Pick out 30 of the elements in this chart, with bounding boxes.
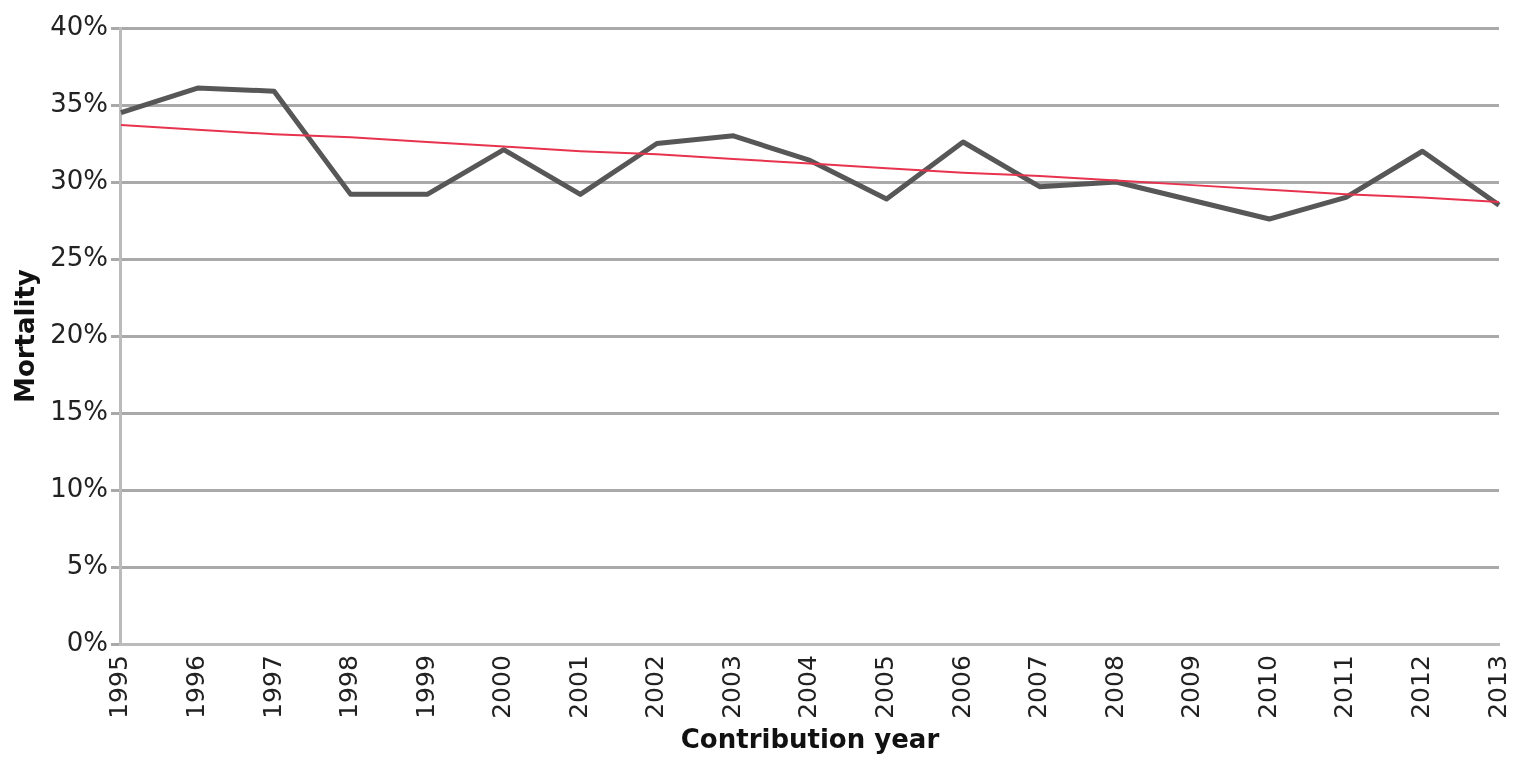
x-tick-label: 2008 <box>1099 655 1129 719</box>
x-tick-label: 1999 <box>410 655 440 719</box>
x-tick-label: 1996 <box>181 655 211 719</box>
x-tick-label: 2003 <box>716 655 746 719</box>
y-tick-label: 20% <box>50 318 108 349</box>
x-tick-label: 2010 <box>1252 655 1282 719</box>
y-axis-title: Mortality <box>10 269 41 403</box>
x-tick-label: 2011 <box>1329 655 1359 719</box>
y-tick-label: 25% <box>50 241 108 272</box>
y-tick-label: 10% <box>50 472 108 503</box>
x-axis-title: Contribution year <box>680 724 940 755</box>
x-tick-label: 2006 <box>946 655 976 719</box>
x-tick-label: 2005 <box>870 655 900 719</box>
x-tick-label: 2000 <box>487 655 517 719</box>
x-tick-label: 1995 <box>104 655 134 719</box>
x-tick-label: 2004 <box>793 655 823 719</box>
x-tick-label: 2007 <box>1023 655 1053 719</box>
x-tick-label: 2013 <box>1482 655 1512 719</box>
x-tick-label: 2009 <box>1176 655 1206 719</box>
y-tick-label: 15% <box>50 395 108 426</box>
y-tick-label: 35% <box>50 87 108 118</box>
x-tick-label: 2012 <box>1405 655 1435 719</box>
y-tick-label: 40% <box>50 10 108 41</box>
x-tick-label: 1997 <box>257 655 287 719</box>
y-tick-label: 30% <box>50 164 108 195</box>
y-tick-label: 0% <box>66 626 108 657</box>
x-tick-label: 2002 <box>640 655 670 719</box>
x-tick-label: 1998 <box>334 655 364 719</box>
x-tick-label: 2001 <box>563 655 593 719</box>
y-tick-label: 5% <box>66 549 108 580</box>
